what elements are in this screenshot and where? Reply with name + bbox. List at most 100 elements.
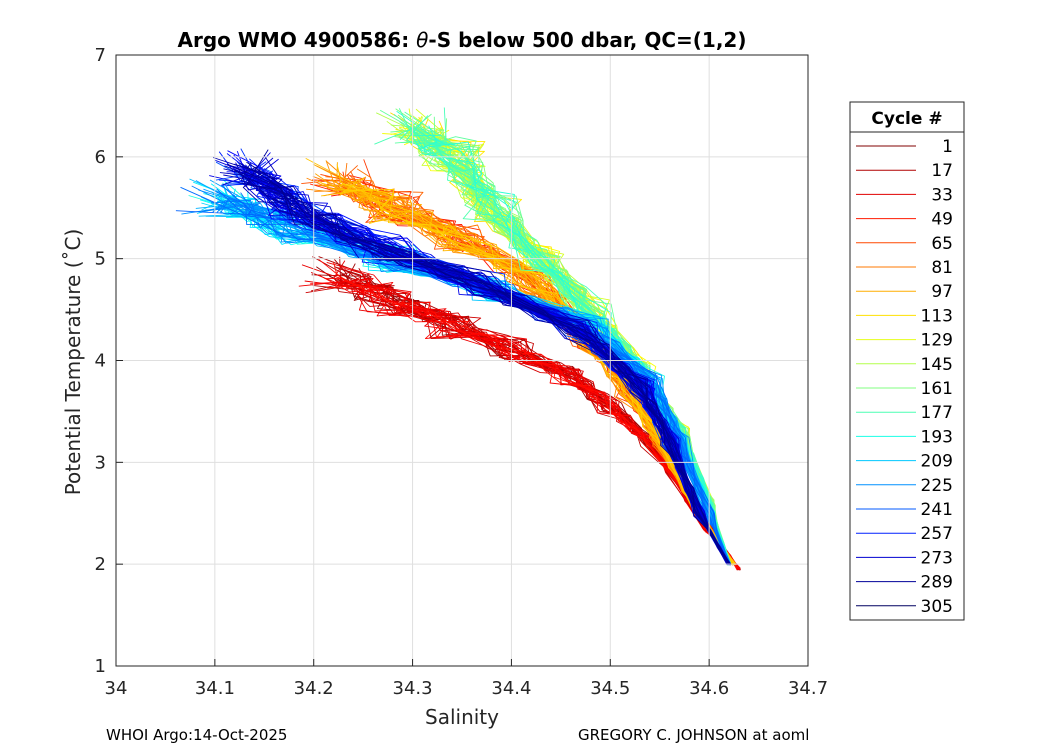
x-tick-label: 34.7	[788, 678, 828, 699]
profile-line	[226, 163, 730, 565]
profile-line	[382, 133, 731, 565]
profile-line	[400, 141, 731, 565]
profile-line	[403, 127, 729, 564]
x-tick-label: 34.6	[689, 678, 729, 699]
x-tick-label: 34.4	[491, 678, 531, 699]
profile-line	[349, 174, 736, 565]
footer-right: GREGORY C. JOHNSON at aoml	[578, 726, 810, 744]
x-tick-label: 34.3	[393, 678, 433, 699]
profile-line	[410, 136, 730, 565]
profile-line	[340, 179, 734, 566]
profile-line	[386, 120, 729, 564]
chart-title: Argo WMO 4900586: θ-S below 500 dbar, QC…	[178, 28, 747, 52]
y-tick-label: 7	[95, 45, 106, 66]
profile-line	[411, 134, 729, 565]
profile-line	[320, 173, 733, 564]
profile-line	[347, 173, 733, 565]
legend-entry-label: 241	[921, 500, 953, 520]
profile-line	[390, 129, 732, 564]
profile-line	[401, 124, 730, 564]
profile-line	[393, 113, 730, 564]
y-tick-label: 5	[95, 249, 106, 270]
profile-line	[399, 127, 732, 564]
profile-line	[396, 135, 729, 565]
legend-entry-label: 33	[931, 185, 953, 205]
profile-line	[413, 131, 730, 564]
profile-line	[406, 136, 729, 564]
legend-entry-label: 97	[931, 282, 953, 302]
legend-entry-label: 209	[921, 452, 953, 472]
legend-title: Cycle #	[871, 109, 942, 129]
legend-entry-label: 49	[931, 210, 953, 230]
profile-line	[397, 114, 730, 565]
y-tick-label: 1	[95, 656, 106, 677]
profile-line	[400, 134, 730, 564]
profile-line	[233, 163, 730, 564]
profile-line	[401, 132, 731, 564]
x-axis-label: Salinity	[425, 705, 499, 729]
profile-line	[342, 171, 733, 565]
profile-line	[403, 120, 730, 565]
legend: Cycle # 1 17 33 49 65 81 97 113 129 145 161 177 193 2…	[849, 101, 965, 621]
profile-line	[339, 179, 736, 566]
legend-entry-label: 113	[921, 306, 953, 326]
x-axis-ticks: 34 34.1 34.2 34.3 34.4 34.5 34.6 34.7	[105, 659, 828, 699]
profile-line	[399, 121, 732, 565]
profile-line	[394, 138, 729, 565]
profile-line	[347, 177, 733, 565]
profile-line	[410, 131, 729, 566]
legend-entry-label: 177	[921, 403, 953, 423]
x-tick-label: 34.2	[294, 678, 334, 699]
profile-line	[411, 128, 728, 566]
legend-entries: 1 17 33 49 65 81 97 113 129 145 161 177 193 209 225 241…	[856, 137, 953, 617]
profile-line	[224, 165, 732, 565]
profile-line	[418, 143, 731, 565]
y-axis-ticks: 1 2 3 4 5 6 7	[95, 45, 123, 677]
profile-line	[394, 136, 729, 564]
x-tick-label: 34	[105, 678, 128, 699]
y-tick-label: 2	[95, 554, 106, 575]
profile-line	[398, 129, 732, 565]
legend-entry-label: 17	[931, 161, 953, 181]
legend-entry-label: 65	[931, 234, 953, 254]
legend-entry-label: 1	[942, 137, 953, 157]
legend-entry-label: 129	[921, 331, 953, 351]
profile-line	[412, 127, 729, 566]
profile-line	[390, 128, 731, 565]
legend-entry-label: 257	[921, 524, 953, 544]
profile-line	[215, 161, 730, 565]
profile-line	[223, 168, 730, 564]
legend-entry-label: 305	[921, 597, 953, 617]
profile-line	[374, 127, 729, 564]
profile-line	[405, 127, 731, 565]
y-axis-label: Potential Temperature (˚C)	[61, 229, 85, 496]
profile-line	[339, 177, 737, 564]
profile-line	[335, 282, 738, 571]
profile-line	[342, 181, 735, 565]
legend-entry-label: 273	[921, 548, 953, 568]
profile-line	[405, 122, 729, 564]
profile-line	[398, 126, 729, 565]
legend-entry-label: 81	[931, 258, 953, 278]
profile-line	[395, 129, 730, 564]
profile-line	[343, 176, 735, 565]
profile-line	[399, 127, 730, 564]
legend-entry-label: 145	[921, 355, 953, 375]
y-tick-label: 3	[95, 452, 106, 473]
profile-lines	[175, 107, 741, 571]
profile-line	[425, 107, 731, 564]
x-tick-label: 34.1	[195, 678, 235, 699]
profile-line	[408, 128, 732, 565]
profile-line	[212, 157, 730, 564]
profile-line	[398, 136, 729, 566]
profile-line	[390, 124, 729, 565]
legend-entry-label: 289	[921, 573, 953, 593]
profile-line	[316, 165, 736, 565]
profile-line	[238, 162, 730, 565]
legend-entry-label: 225	[921, 476, 953, 496]
profile-line	[223, 174, 729, 565]
legend-entry-label: 193	[921, 427, 953, 447]
footer-left: WHOI Argo:14-Oct-2025	[106, 726, 288, 744]
x-tick-label: 34.5	[590, 678, 630, 699]
